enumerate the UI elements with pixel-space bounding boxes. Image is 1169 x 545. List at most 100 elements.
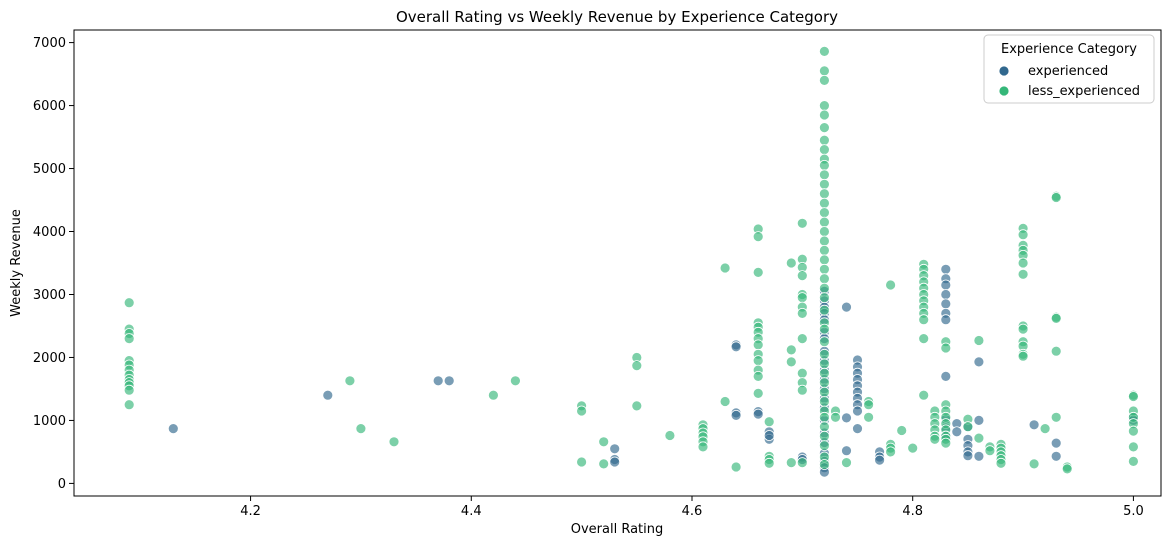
point-experienced [730,409,742,421]
legend-marker-less-experienced [998,85,1010,97]
point-less-experienced [819,396,830,407]
point-less-experienced [796,367,808,379]
point-less-experienced [907,442,919,454]
point-less-experienced [752,355,764,367]
point-less-experienced [730,461,742,473]
point-less-experienced [973,335,985,346]
point-less-experienced [819,75,830,86]
point-less-experienced [664,430,676,441]
point-less-experienced [1050,345,1062,357]
point-less-experienced [819,65,830,77]
point-less-experienced [785,257,797,269]
point-less-experienced [819,197,830,209]
point-less-experienced [819,169,830,181]
y-tick-label: 6000 [33,99,66,114]
point-less-experienced [796,307,808,319]
point-less-experienced [123,384,135,396]
point-less-experienced [1128,425,1139,437]
point-less-experienced [819,282,830,294]
point-experienced [951,426,963,438]
point-experienced [962,450,974,462]
point-less-experienced [819,411,830,423]
point-less-experienced [819,273,830,285]
point-less-experienced [819,226,830,237]
point-less-experienced [1017,323,1029,335]
point-less-experienced [576,405,587,417]
point-less-experienced [819,421,830,433]
point-experienced [874,454,885,466]
point-experienced [852,423,863,435]
point-less-experienced [1050,192,1062,203]
point-less-experienced [763,416,775,428]
point-less-experienced [1028,458,1040,470]
point-experienced [841,445,852,457]
point-less-experienced [819,207,830,219]
legend-title: Experience Category [1001,42,1137,57]
point-less-experienced [1050,411,1062,423]
point-less-experienced [863,399,874,411]
point-less-experienced [819,377,830,389]
point-less-experienced [819,159,830,171]
point-experienced [432,375,444,387]
point-less-experienced [929,433,941,445]
point-less-experienced [819,358,830,370]
point-less-experienced [1050,312,1062,324]
point-less-experienced [819,254,830,266]
point-less-experienced [719,262,731,274]
point-less-experienced [1017,350,1029,362]
point-less-experienced [1128,391,1139,402]
point-less-experienced [1128,441,1139,453]
point-less-experienced [752,231,764,243]
point-less-experienced [819,348,830,360]
point-less-experienced [796,217,808,229]
point-less-experienced [841,457,852,469]
point-less-experienced [863,411,874,423]
point-less-experienced [973,432,985,444]
point-less-experienced [885,446,896,458]
point-experienced [973,414,985,426]
point-less-experienced [785,457,797,469]
y-tick-label: 3000 [33,288,66,303]
point-less-experienced [752,339,764,351]
x-tick-label: 4.6 [682,504,703,519]
point-less-experienced [819,216,830,228]
x-tick-label: 4.4 [461,504,482,519]
point-less-experienced [355,423,367,435]
point-less-experienced [1017,268,1029,280]
point-less-experienced [752,370,764,382]
point-experienced [940,298,952,310]
point-experienced [609,456,621,468]
point-less-experienced [819,459,830,470]
point-less-experienced [796,270,808,282]
point-less-experienced [510,375,521,387]
point-less-experienced [896,425,908,436]
point-less-experienced [796,292,808,304]
point-less-experienced [1017,229,1029,241]
point-less-experienced [819,292,830,304]
point-less-experienced [123,297,135,309]
y-tick-label: 4000 [33,225,66,240]
point-less-experienced [785,356,797,368]
point-experienced [752,408,764,420]
point-experienced [730,341,742,353]
point-less-experienced [344,375,356,387]
point-less-experienced [598,436,610,448]
y-axis: 0 1000 2000 3000 4000 5000 6000 7000 [33,36,74,492]
y-tick-label: 7000 [33,36,66,51]
point-less-experienced [819,235,830,247]
point-less-experienced [598,458,610,470]
x-axis-title: Overall Rating [571,522,664,537]
point-experienced [1050,450,1062,462]
legend-label-experienced: experienced [1028,64,1108,79]
point-experienced [1050,437,1062,449]
point-less-experienced [819,440,830,452]
point-less-experienced [819,386,830,398]
point-experienced [973,450,985,462]
point-less-experienced [752,266,764,278]
point-less-experienced [918,389,930,401]
chart-title: Overall Rating vs Weekly Revenue by Expe… [396,8,838,26]
point-less-experienced [819,46,830,57]
point-less-experienced [487,389,499,401]
y-tick-label: 0 [58,477,66,492]
point-less-experienced [631,360,643,372]
